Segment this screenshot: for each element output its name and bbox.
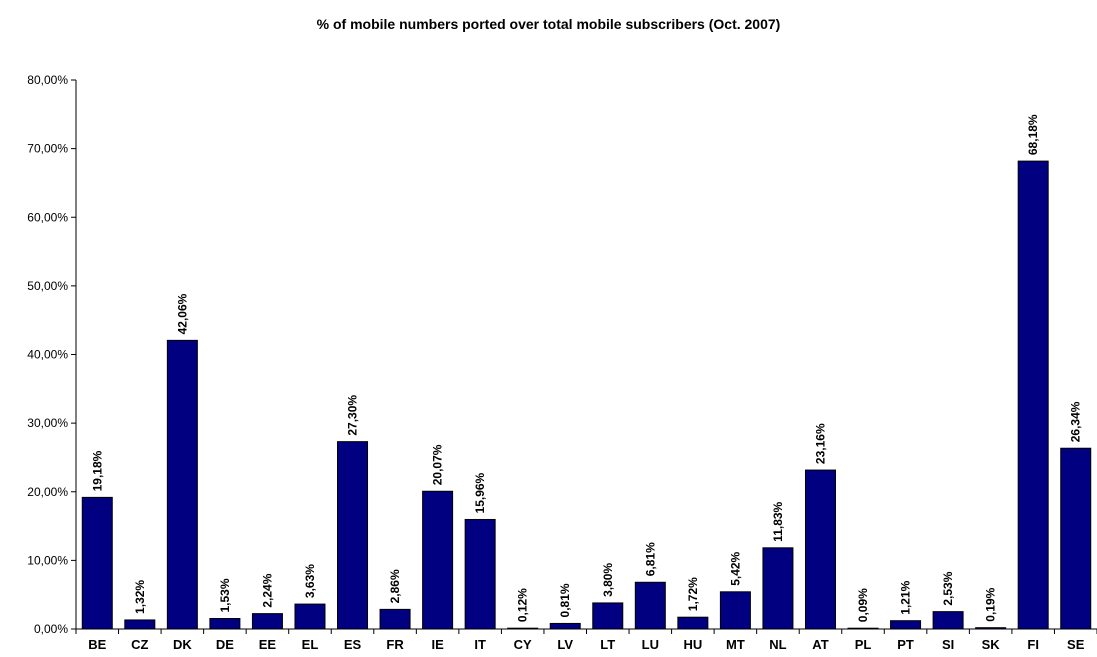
x-tick-label: EE: [259, 637, 277, 652]
data-label: 2,24%: [260, 573, 274, 607]
data-label: 27,30%: [346, 395, 360, 436]
data-label: 1,72%: [686, 577, 700, 611]
y-tick-label: 0,00%: [34, 622, 68, 636]
bar-cz: [124, 619, 156, 630]
bar-si: [932, 611, 964, 630]
bar-it: [464, 518, 496, 630]
y-tick-label: 10,00%: [27, 553, 68, 567]
data-label: 42,06%: [175, 293, 189, 334]
y-tick-label: 70,00%: [27, 142, 68, 156]
data-label: 1,21%: [899, 580, 913, 614]
x-tick-label: NL: [769, 637, 786, 652]
data-label: 23,16%: [813, 423, 827, 464]
data-label: 1,53%: [218, 578, 232, 612]
bar-fr: [379, 608, 411, 630]
data-label: 2,86%: [388, 569, 402, 603]
x-tick-label: BE: [88, 637, 106, 652]
data-label: 20,07%: [431, 444, 445, 485]
y-tick-label: 30,00%: [27, 416, 68, 430]
y-tick-label: 50,00%: [27, 279, 68, 293]
x-tick-label: MT: [726, 637, 745, 652]
bar-nl: [762, 547, 794, 630]
bar-ie: [422, 490, 454, 630]
bar-lt: [592, 602, 624, 630]
data-label: 68,18%: [1026, 114, 1040, 155]
data-label: 5,42%: [728, 551, 742, 585]
bar-el: [294, 603, 326, 630]
data-label: 6,81%: [643, 542, 657, 576]
bar-lv: [549, 622, 581, 630]
y-tick-label: 20,00%: [27, 485, 68, 499]
bar-pl: [847, 627, 879, 630]
data-label: 2,53%: [941, 571, 955, 605]
x-tick-label: LT: [600, 637, 615, 652]
data-label: 15,96%: [473, 472, 487, 513]
chart-title: % of mobile numbers ported over total mo…: [316, 16, 781, 32]
x-tick-label: SK: [982, 637, 1001, 652]
x-tick-label: CY: [514, 637, 532, 652]
x-tick-label: FR: [386, 637, 404, 652]
data-label: 3,63%: [303, 564, 317, 598]
bar-mt: [719, 591, 751, 630]
data-label: 0,12%: [516, 588, 530, 622]
x-tick-label: IT: [474, 637, 486, 652]
y-tick-label: 60,00%: [27, 210, 68, 224]
x-tick-label: FI: [1027, 637, 1039, 652]
data-label: 11,83%: [771, 501, 785, 541]
bar-dk: [166, 339, 198, 630]
bar-cy: [507, 627, 539, 630]
x-tick-label: DE: [216, 637, 234, 652]
x-tick-label: EL: [302, 637, 319, 652]
x-tick-label: LV: [557, 637, 573, 652]
data-label: 0,81%: [558, 583, 572, 617]
bar-be: [81, 496, 113, 630]
x-tick-label: CZ: [131, 637, 148, 652]
bar-ee: [251, 613, 283, 630]
bar-lu: [634, 581, 666, 630]
data-label: 19,18%: [90, 450, 104, 491]
x-tick-label: ES: [344, 637, 362, 652]
data-label: 26,34%: [1069, 401, 1083, 442]
data-label: 1,32%: [133, 580, 147, 614]
bar-de: [209, 618, 241, 630]
bar-hu: [677, 616, 709, 630]
x-tick-label: HU: [683, 637, 702, 652]
x-tick-label: AT: [812, 637, 828, 652]
x-tick-label: PL: [855, 637, 872, 652]
bar-fi: [1017, 160, 1049, 630]
bar-sk: [975, 627, 1007, 630]
bar-pt: [890, 620, 922, 630]
y-tick-label: 80,00%: [27, 73, 68, 87]
x-tick-label: PT: [897, 637, 914, 652]
bar-es: [337, 441, 369, 630]
bar-at: [804, 469, 836, 630]
x-tick-label: SI: [942, 637, 954, 652]
y-tick-label: 40,00%: [27, 348, 68, 362]
x-tick-label: LU: [642, 637, 659, 652]
data-label: 0,09%: [856, 588, 870, 622]
bar-se: [1060, 447, 1092, 630]
data-label: 0,19%: [984, 587, 998, 621]
x-tick-label: IE: [431, 637, 444, 652]
data-label: 3,80%: [601, 563, 615, 597]
x-tick-label: DK: [173, 637, 192, 652]
x-tick-label: SE: [1067, 637, 1085, 652]
